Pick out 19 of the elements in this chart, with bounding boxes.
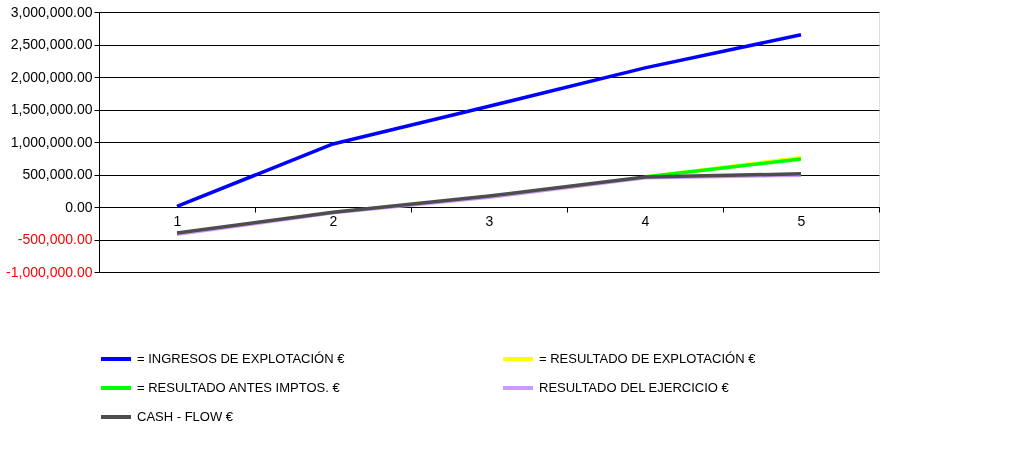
y-tick-label: 0.00: [65, 198, 93, 215]
y-tick-label: 1,500,000.00: [10, 101, 93, 117]
x-tick-label: 4: [641, 212, 650, 229]
y-tick-label: 1,000,000.00: [10, 133, 93, 150]
legend-label: = RESULTADO ANTES IMPTOS. €: [137, 380, 341, 395]
x-tick-label: 2: [329, 212, 338, 229]
y-tick-label: -1,000,000.00: [6, 263, 93, 280]
legend-label: CASH - FLOW €: [137, 409, 234, 424]
y-tick-label: -500,000.00: [17, 231, 93, 247]
legend-label: RESULTADO DEL EJERCICIO €: [539, 380, 730, 395]
legend-label: = RESULTADO DE EXPLOTACIÓN €: [539, 351, 757, 366]
x-tick-label: 5: [797, 212, 806, 229]
x-tick-label: 1: [173, 212, 182, 229]
y-tick-label: 3,000,000.00: [10, 3, 93, 20]
y-tick-label: 2,000,000.00: [10, 68, 93, 85]
y-tick-label: 500,000.00: [22, 166, 93, 182]
x-tick-label: 3: [485, 212, 494, 229]
legend-label: = INGRESOS DE EXPLOTACIÓN €: [137, 351, 346, 366]
y-tick-label: 2,500,000.00: [10, 36, 93, 52]
